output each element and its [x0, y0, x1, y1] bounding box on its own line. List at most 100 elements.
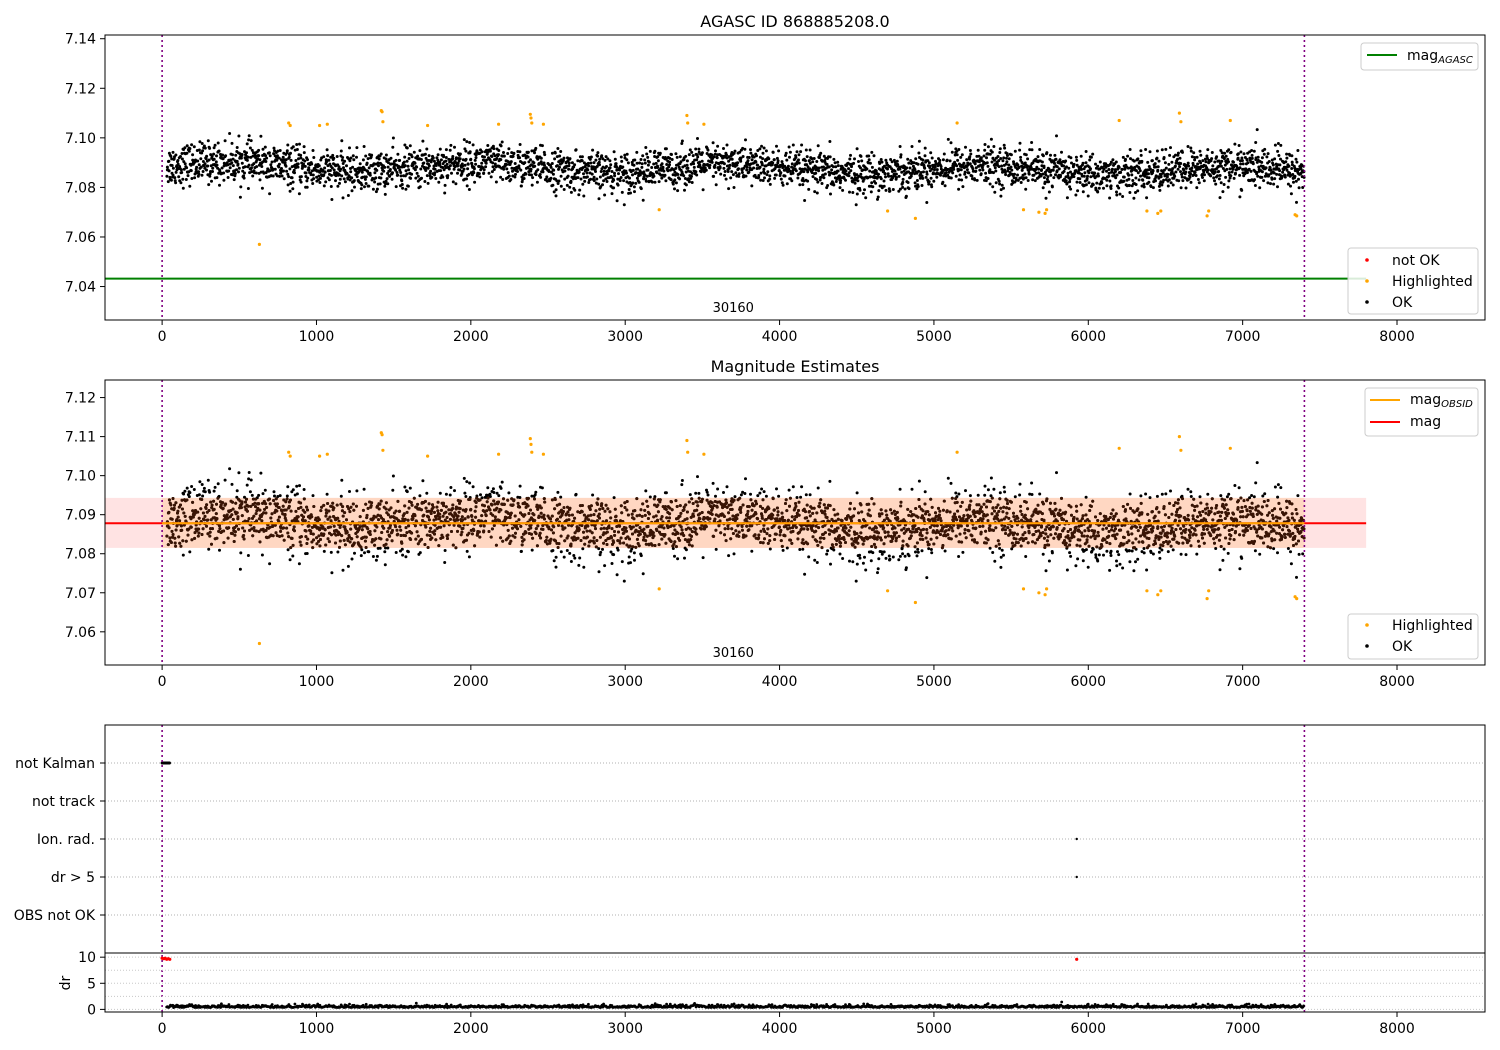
y-tick-label: 7.14 — [65, 32, 96, 48]
ok-point — [518, 143, 522, 146]
ok-point — [925, 201, 929, 204]
ok-point — [200, 173, 204, 177]
ok-point — [212, 489, 216, 493]
ok-point — [522, 177, 526, 180]
ok-point — [568, 185, 572, 189]
ok-point — [208, 146, 212, 150]
ok-point — [169, 154, 173, 158]
ok-point — [1019, 155, 1023, 159]
ok-point — [407, 168, 411, 172]
ok-point — [728, 163, 732, 167]
ok-point — [1258, 186, 1262, 190]
ok-point — [386, 165, 390, 169]
ok-point — [345, 172, 349, 176]
ok-point — [1097, 174, 1100, 178]
ok-point — [222, 178, 226, 182]
ok-point — [502, 154, 506, 158]
ok-point — [526, 166, 530, 169]
ok-point — [233, 172, 237, 175]
highlighted-point — [528, 112, 532, 116]
ok-point — [847, 167, 850, 171]
ok-point — [737, 167, 740, 171]
ok-point — [1096, 190, 1100, 194]
ok-point — [609, 163, 613, 167]
ok-point — [759, 178, 763, 182]
y-tick-label: 7.04 — [65, 280, 96, 296]
ok-point — [474, 156, 478, 160]
ok-point — [1130, 173, 1134, 177]
ok-point — [343, 159, 347, 163]
ok-point — [979, 172, 983, 176]
ok-point — [429, 169, 433, 173]
ok-point — [1276, 149, 1280, 153]
ok-point — [694, 170, 698, 174]
ok-point — [1184, 166, 1188, 170]
ok-point — [237, 471, 241, 475]
ok-point — [438, 147, 442, 151]
ok-point — [1290, 167, 1294, 170]
ok-point — [280, 174, 284, 178]
ok-point — [200, 483, 204, 486]
ok-point — [986, 164, 990, 168]
ok-point — [443, 549, 447, 552]
ok-point — [1040, 168, 1043, 172]
ok-point — [348, 490, 351, 493]
ok-point — [813, 190, 817, 194]
ok-point — [550, 162, 554, 165]
ok-point — [570, 161, 574, 165]
ok-point — [1186, 145, 1190, 148]
ok-point — [332, 168, 336, 172]
ok-point — [463, 163, 467, 167]
ok-point — [1041, 172, 1045, 176]
ok-point — [973, 162, 977, 166]
ok-point — [419, 158, 423, 161]
ok-point — [901, 177, 905, 181]
ok-point — [1219, 181, 1223, 185]
ok-point — [620, 190, 624, 194]
ok-point — [674, 152, 678, 156]
ok-point — [212, 157, 216, 161]
ok-point — [230, 141, 234, 145]
ok-point — [202, 486, 206, 490]
ok-point — [1254, 141, 1258, 144]
ok-point — [229, 158, 233, 162]
ok-point — [339, 149, 343, 153]
ok-point — [451, 180, 455, 184]
ok-point — [574, 492, 578, 496]
ok-point — [497, 494, 501, 498]
ok-point — [535, 180, 539, 184]
ok-point — [749, 151, 753, 155]
ok-point — [850, 165, 853, 169]
ok-point — [379, 152, 383, 156]
ok-point — [303, 164, 307, 168]
ok-point — [383, 184, 387, 188]
ok-point — [1044, 196, 1048, 200]
ok-point — [355, 146, 359, 150]
ok-point — [375, 168, 379, 172]
ok-point — [273, 494, 276, 498]
ok-point — [177, 175, 181, 179]
ok-point — [661, 165, 665, 169]
ok-point — [855, 192, 859, 196]
ok-point — [1027, 172, 1031, 176]
ok-point — [218, 183, 221, 187]
ok-point — [605, 180, 609, 183]
ok-point — [1184, 186, 1188, 190]
ok-point — [884, 158, 888, 162]
ok-point — [828, 140, 832, 143]
ok-point — [1234, 171, 1237, 175]
ok-point — [1068, 180, 1072, 184]
ok-point — [237, 166, 241, 170]
ok-point — [247, 477, 251, 481]
ok-point — [832, 183, 836, 187]
ok-point — [359, 166, 363, 170]
ok-point — [1062, 169, 1066, 173]
ok-point — [1045, 177, 1049, 181]
ok-point — [797, 153, 801, 157]
ok-point — [920, 184, 924, 187]
ok-point — [714, 171, 718, 174]
ok-point — [857, 160, 860, 163]
ok-point — [254, 171, 258, 175]
ok-point — [1177, 179, 1181, 183]
ok-point — [1251, 162, 1255, 166]
